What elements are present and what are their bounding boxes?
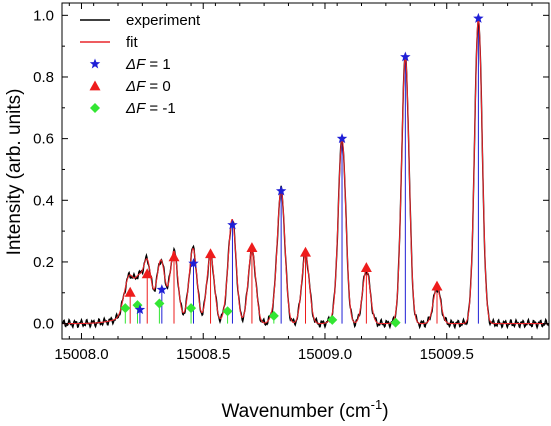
- marker-dF-minus1: [268, 310, 279, 321]
- marker-dF-plus1: [275, 185, 287, 196]
- legend-label: ΔF = -1: [125, 100, 176, 117]
- legend-item: ΔF = 0: [89, 78, 171, 95]
- marker-dF-0: [124, 286, 136, 297]
- legend-label: ΔF = 0: [125, 78, 171, 95]
- marker-dF-0: [205, 248, 217, 259]
- x-axis-title-end: ): [382, 401, 388, 422]
- axis-ticks: 15008.0 15008.5 15009.0 15009.5 0.0 0.2 0.4 0.6…: [33, 3, 549, 363]
- legend-star-swatch: [89, 58, 101, 69]
- marker-dF-plus1: [473, 12, 484, 23]
- marker-dF-0: [141, 268, 153, 279]
- x-axis-title-superscript: -1: [371, 397, 383, 412]
- marker-dF-plus1: [400, 51, 411, 62]
- legend-label-value: = 0: [145, 78, 170, 95]
- legend-label: ΔF = 1: [125, 56, 171, 73]
- legend-item: ΔF = -1: [90, 100, 176, 117]
- marker-dF-0: [168, 251, 180, 262]
- marker-dF-minus1: [390, 317, 401, 328]
- y-tick-label: 0.0: [33, 316, 54, 333]
- x-tick-label: 15008.5: [176, 346, 230, 363]
- legend-label: fit: [126, 34, 139, 51]
- legend-diamond-swatch: [90, 103, 100, 113]
- marker-dF-minus1: [222, 306, 233, 317]
- legend-triangle-swatch: [89, 80, 101, 91]
- x-axis-title: Wavenumber (cm-1): [221, 397, 388, 422]
- y-tick-label: 0.8: [33, 69, 54, 86]
- legend-label-symbol: ΔF: [125, 56, 146, 73]
- marker-dF-0: [360, 262, 372, 273]
- legend-item: fit: [80, 34, 139, 51]
- marker-dF-minus1: [120, 303, 131, 314]
- y-tick-label: 0.6: [33, 131, 54, 148]
- legend-item: ΔF = 1: [89, 56, 171, 73]
- legend-label-value: = -1: [145, 100, 175, 117]
- legend-item: experiment: [80, 12, 201, 29]
- marker-dF-0: [300, 246, 311, 257]
- legend-label-value: = 1: [145, 56, 170, 73]
- marker-dF-0: [431, 280, 443, 291]
- marker-dF-minus1: [154, 298, 165, 309]
- y-axis-title: Intensity (arb. units): [4, 89, 25, 256]
- series-markers: [120, 12, 484, 328]
- marker-dF-plus1: [156, 284, 168, 295]
- x-tick-label: 15009.5: [420, 346, 474, 363]
- y-tick-label: 0.2: [33, 254, 54, 271]
- x-tick-label: 15008.0: [54, 346, 108, 363]
- legend-label-symbol: ΔF: [125, 100, 146, 117]
- y-tick-label: 1.0: [33, 7, 54, 24]
- marker-dF-minus1: [186, 303, 197, 314]
- marker-dF-minus1: [327, 314, 338, 325]
- x-tick-label: 15009.0: [298, 346, 352, 363]
- plot-frame: [61, 2, 550, 340]
- marker-dF-plus1: [134, 304, 146, 315]
- y-tick-label: 0.4: [33, 192, 54, 209]
- marker-dF-plus1: [188, 257, 199, 268]
- marker-dF-plus1: [227, 219, 238, 230]
- legend-label: experiment: [126, 12, 201, 29]
- marker-dF-plus1: [336, 133, 348, 144]
- legend-label-symbol: ΔF: [125, 78, 146, 95]
- marker-dF-0: [246, 242, 258, 253]
